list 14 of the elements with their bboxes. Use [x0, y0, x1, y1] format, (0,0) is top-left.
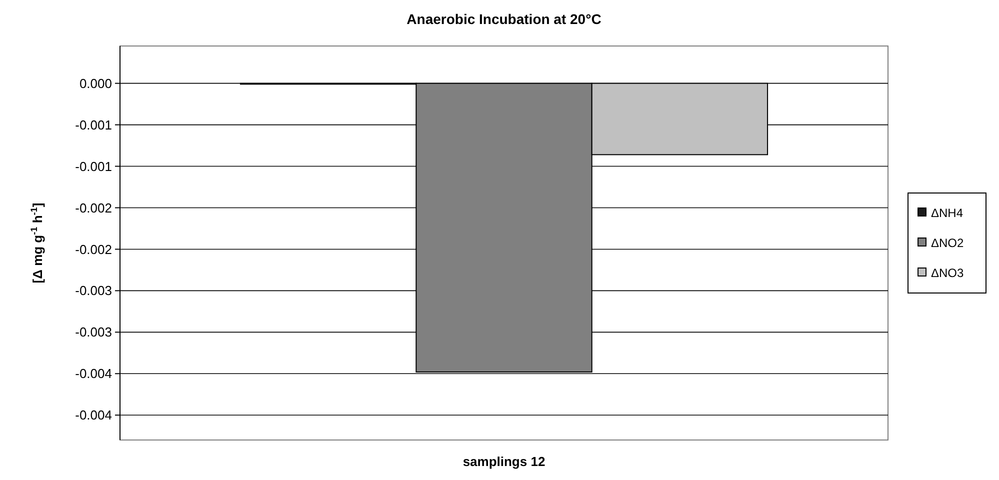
y-tick-label: -0.001: [75, 117, 112, 132]
chart-title: Anaerobic Incubation at 20°C: [406, 11, 602, 27]
y-tick-label: -0.004: [75, 366, 112, 382]
x-axis-title: samplings 12: [462, 454, 546, 469]
y-tick-label: -0.003: [75, 283, 112, 298]
y-tick-label: -0.002: [75, 200, 112, 216]
legend-label: ΔNH4: [931, 206, 964, 220]
legend-label: ΔNO2: [931, 236, 964, 250]
y-tick-label: -0.002: [75, 242, 112, 257]
y-tick-label: 0.000: [79, 76, 112, 91]
y-tick-label: -0.003: [75, 324, 112, 340]
legend-label: ΔNO3: [931, 266, 964, 280]
y-tick-label: -0.004: [75, 408, 112, 423]
y-tick-label: -0.001: [75, 158, 112, 174]
